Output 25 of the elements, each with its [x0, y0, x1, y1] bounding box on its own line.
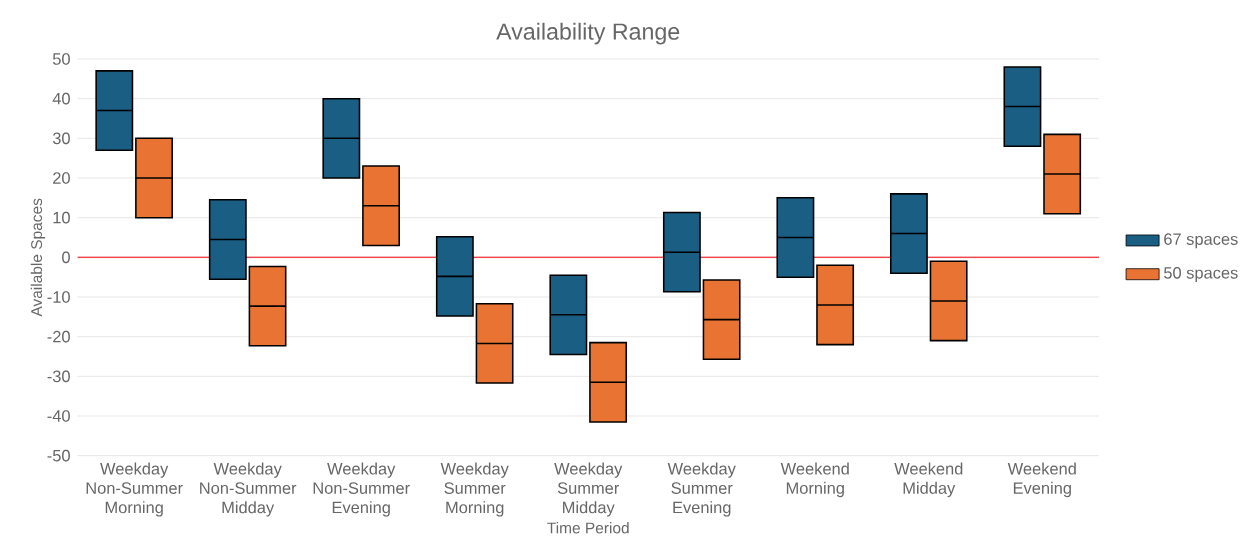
- y-tick-label: -20: [47, 331, 70, 343]
- x-tick-label: Weekday Summer Morning: [440, 462, 509, 517]
- x-tick-label: Weekday Non-Summer Morning: [86, 462, 183, 517]
- y-tick-label: 40: [52, 93, 70, 105]
- y-tick-label: -30: [47, 370, 70, 383]
- x-tick-label: Weekday Summer Evening: [667, 462, 736, 517]
- x-tick-label: Weekday Non-Summer Midday: [200, 462, 297, 517]
- y-tick-label: 20: [53, 172, 70, 184]
- legend-label: 67 spaces: [1164, 233, 1238, 249]
- y-tick-label: -40: [47, 410, 70, 422]
- y-tick-label: 30: [52, 132, 70, 145]
- x-axis-title: Time Period: [547, 522, 629, 534]
- y-tick-label: 50: [52, 53, 70, 65]
- y-tick-label: -10: [47, 291, 70, 303]
- y-tick-label: 0: [62, 251, 70, 264]
- x-tick-label: Weekend Morning: [780, 462, 849, 498]
- y-tick-label: 10: [53, 212, 70, 224]
- chart-title: Availability Range: [496, 22, 680, 45]
- x-tick-label: Weekend Midday: [894, 462, 963, 498]
- x-tick-label: Weekday Summer Midday: [554, 462, 623, 517]
- legend-label: 50 spaces: [1164, 267, 1238, 283]
- y-tick-label: -50: [47, 450, 70, 462]
- y-axis-title: Available Spaces: [30, 198, 46, 317]
- x-tick-label: Weekday Non-Summer Evening: [313, 462, 410, 517]
- x-tick-label: Weekend Evening: [1007, 462, 1076, 498]
